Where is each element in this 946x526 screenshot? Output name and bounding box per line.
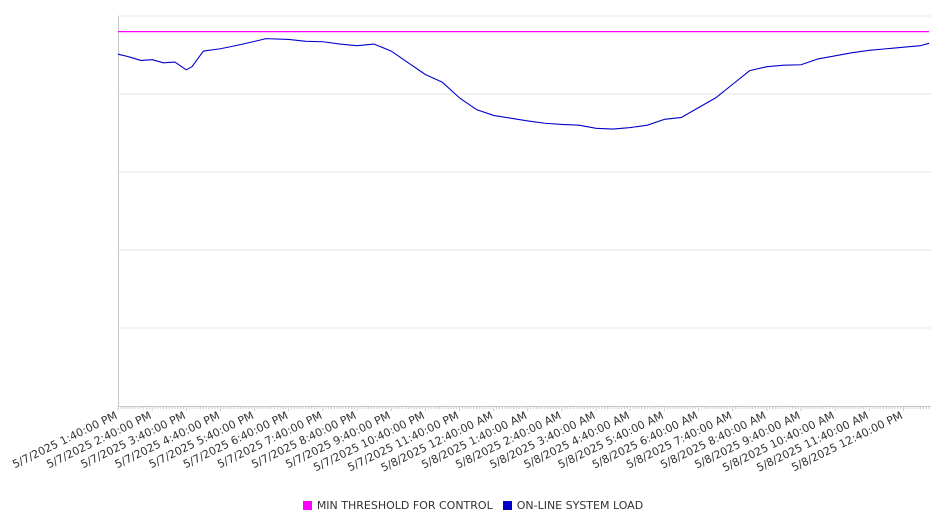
legend: MIN THRESHOLD FOR CONTROL ON-LINE SYSTEM…	[0, 499, 946, 512]
legend-item-min-threshold[interactable]: MIN THRESHOLD FOR CONTROL	[302, 499, 493, 512]
x-axis-ticks	[117, 406, 930, 411]
legend-label-system-load: ON-LINE SYSTEM LOAD	[516, 499, 644, 512]
axes	[118, 16, 931, 407]
x-axis-tick-labels: 5/7/2025 1:40:00 PM5/7/2025 2:40:00 PM5/…	[10, 409, 904, 475]
series	[117, 31, 930, 130]
legend-item-system-load[interactable]: ON-LINE SYSTEM LOAD	[502, 499, 644, 512]
legend-label-min-threshold: MIN THRESHOLD FOR CONTROL	[316, 499, 493, 512]
series-line-system-load	[117, 38, 930, 130]
legend-swatch-min-threshold	[302, 501, 312, 510]
grid	[118, 15, 931, 329]
legend-swatch-system-load	[502, 501, 512, 510]
